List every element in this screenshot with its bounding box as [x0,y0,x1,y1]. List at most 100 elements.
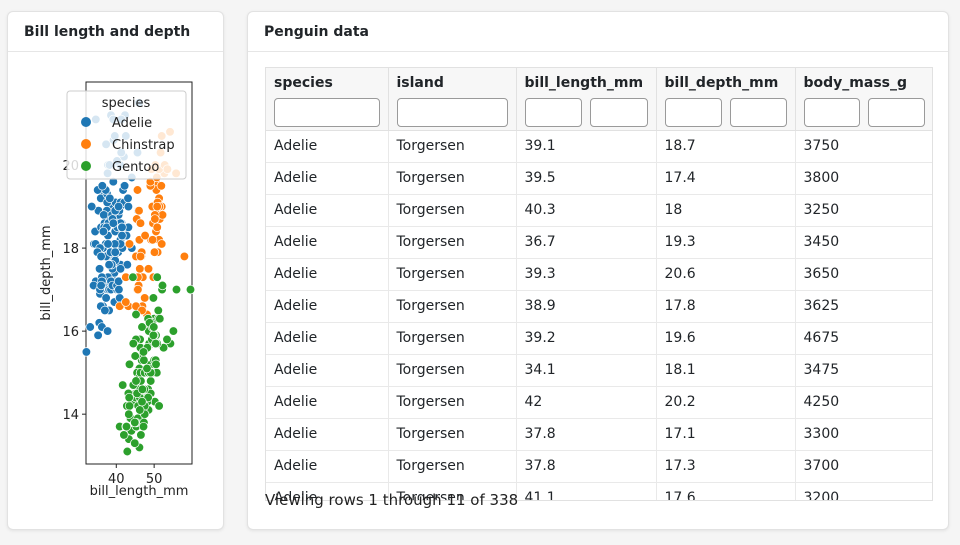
data-point-gentoo [151,338,161,349]
table-cell: 3700 [795,450,932,483]
data-point-chinstrap [132,185,143,195]
data-point-gentoo [130,438,140,448]
data-point-adelie [81,347,92,357]
data-point-adelie [108,218,118,228]
table-row[interactable]: Adelie Torgersen 39.2 19.6 4675 [266,322,932,355]
data-point-chinstrap [140,230,150,241]
data-point-gentoo [137,397,147,407]
table-row[interactable]: Adelie Torgersen 41.1 17.6 3200 [266,482,932,500]
table-cell: Torgersen [388,418,517,451]
data-point-gentoo [130,417,140,428]
data-point-gentoo [157,280,168,291]
data-point-gentoo [130,351,140,361]
scatter-plot: 405014161820bill_length_mmbill_depth_mms… [39,81,196,499]
column-header-body-mass[interactable]: body_mass_g [795,68,932,131]
data-point-adelie [101,293,111,303]
column-header-island[interactable]: island [388,68,517,131]
data-point-chinstrap [143,264,154,274]
data-point-gentoo [122,446,132,457]
table-cell: Torgersen [388,322,517,355]
data-point-adelie [110,247,120,257]
bill-depth-min-input[interactable] [664,98,722,127]
table-cell: 37.8 [516,418,657,451]
data-point-adelie [113,201,124,212]
y-axis-label: bill_depth_mm [39,225,54,320]
table-cell: 19.3 [656,226,796,259]
table-cell: 3750 [795,130,932,163]
data-point-gentoo [142,363,152,374]
table-cell: 17.4 [656,162,796,195]
table-row[interactable]: Adelie Torgersen 40.3 18 3250 [266,194,932,227]
table-cell: 20.6 [656,258,796,291]
table-cell: Torgersen [388,194,517,227]
data-point-chinstrap [150,214,160,224]
y-tick-label: 14 [62,408,79,423]
bill-length-max-input[interactable] [590,98,648,127]
data-point-adelie [103,239,113,249]
bill-length-min-input[interactable] [524,98,582,127]
data-point-adelie [99,210,109,220]
table-row[interactable]: Adelie Torgersen 39.3 20.6 3650 [266,258,932,291]
table-row[interactable]: Adelie Torgersen 37.8 17.1 3300 [266,418,932,451]
table-cell: Adelie [266,482,389,500]
data-point-gentoo [124,409,134,419]
legend-label-adelie: Adelie [112,116,152,131]
data-point-adelie [123,201,134,212]
data-point-gentoo [124,392,134,403]
data-point-gentoo [152,272,162,282]
column-label: body_mass_g [803,75,908,91]
data-point-chinstrap [135,251,146,262]
table-cell: 18.1 [656,354,796,387]
data-point-gentoo [128,338,138,349]
column-header-species[interactable]: species [266,68,389,131]
data-point-chinstrap [149,247,160,257]
table-row[interactable]: Adelie Torgersen 38.9 17.8 3625 [266,290,932,323]
table-row[interactable]: Adelie Torgersen 37.8 17.3 3700 [266,450,932,483]
data-point-gentoo [153,305,163,316]
table-row[interactable]: Adelie Torgersen 39.1 18.7 3750 [266,130,932,163]
column-header-bill-depth[interactable]: bill_depth_mm [656,68,796,131]
column-label: species [274,75,333,91]
table-cell: Adelie [266,322,389,355]
table-row[interactable]: Adelie Torgersen 42 20.2 4250 [266,386,932,419]
table-cell: Torgersen [388,450,517,483]
table-row[interactable]: Adelie Torgersen 39.5 17.4 3800 [266,162,932,195]
x-axis-label: bill_length_mm [90,484,189,499]
table-cell: 42 [516,386,657,419]
table-cell: Torgersen [388,354,517,387]
data-point-gentoo [137,322,147,332]
table-row[interactable]: Adelie Torgersen 36.7 19.3 3450 [266,226,932,259]
table-cell: 39.1 [516,130,657,163]
island-filter-input[interactable] [396,98,508,127]
body-mass-min-input[interactable] [803,98,861,127]
table-cell: 3250 [795,194,932,227]
species-filter-input[interactable] [274,98,380,127]
table-cell: Adelie [266,226,389,259]
data-point-adelie [104,260,114,270]
data-point-gentoo [155,314,165,324]
data-point-chinstrap [152,222,162,232]
data-point-gentoo [162,334,172,345]
data-point-adelie [115,264,126,274]
table-cell: 4675 [795,322,932,355]
bill-depth-max-input[interactable] [729,98,787,127]
data-point-gentoo [131,309,141,320]
data-point-chinstrap [152,201,162,212]
table-cell: Adelie [266,290,389,323]
data-grid[interactable]: species island bill_length_mm [265,67,933,501]
data-point-adelie [93,330,103,340]
data-point-gentoo [154,401,164,411]
body-mass-max-input[interactable] [868,98,925,127]
table-cell: Adelie [266,162,389,195]
column-header-bill-length[interactable]: bill_length_mm [516,68,657,131]
data-point-chinstrap [156,181,166,191]
table-header-row: species island bill_length_mm [266,68,932,131]
table-cell: 36.7 [516,226,657,259]
table-cell: 18 [656,194,796,227]
table-row[interactable]: Adelie Torgersen 34.1 18.1 3475 [266,354,932,387]
data-point-chinstrap [121,297,131,307]
data-point-adelie [117,222,127,232]
data-point-gentoo [148,293,159,303]
data-point-adelie [96,280,106,291]
data-point-chinstrap [134,206,144,216]
